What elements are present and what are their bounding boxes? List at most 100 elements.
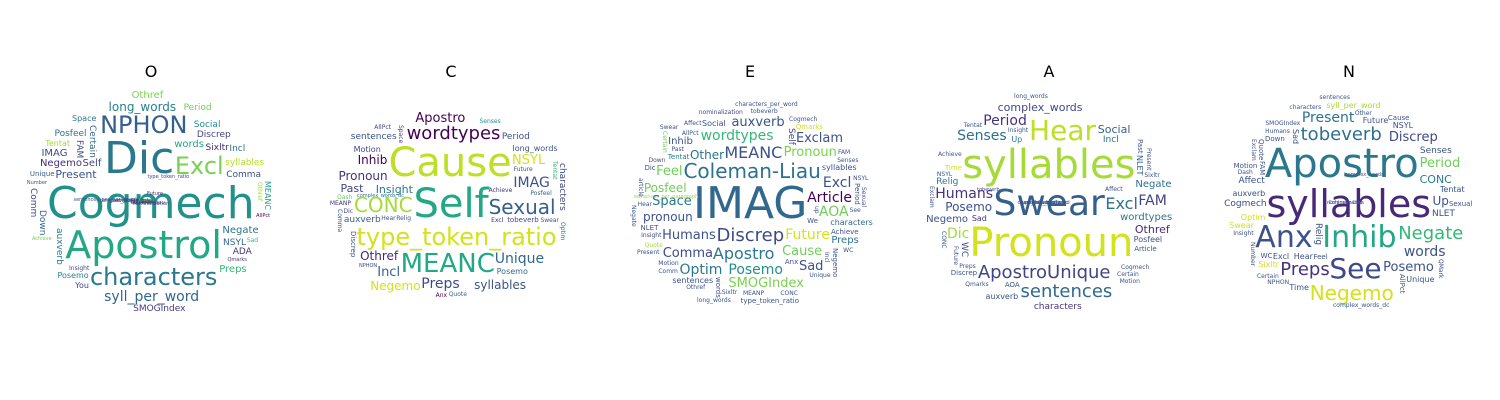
cloud-word: See [849, 206, 861, 214]
cloud-word: Motion [658, 260, 679, 268]
cloud-word: auxverb [54, 228, 65, 266]
cloud-word: Motion [353, 144, 381, 154]
cloud-word: Affect [138, 198, 153, 205]
cloud-word: Up [1011, 135, 1023, 145]
cloud-word: Excl [1105, 193, 1138, 213]
cloud-word: Senses [479, 117, 501, 125]
cloud-word: syll_per_word [104, 289, 200, 306]
cloud-word: Insight [1233, 229, 1254, 237]
cloud-word: Sad [1290, 128, 1300, 145]
cloud-word: NLET [1431, 208, 1455, 219]
cloud-word: CONC [780, 290, 798, 298]
cloud-word: complex_words_dc [1332, 301, 1390, 309]
cloud-word: Hear [637, 200, 652, 208]
cloud-word: syllables [225, 158, 265, 169]
cloud-word: Qmarks [795, 122, 823, 131]
cloud-word: Hear [381, 215, 396, 223]
cloud-word: long_words [512, 143, 558, 153]
cloud-word: Insight [1007, 127, 1029, 135]
cloud-word: WC [1260, 252, 1273, 261]
cloud-word: tobeverb [1300, 123, 1382, 145]
cloud-word: sentences_per_paragraph [633, 194, 699, 200]
cloud-word: Qmarks [965, 280, 989, 288]
cloud-word: Excl [822, 174, 852, 191]
cloud-word: Apostro [415, 110, 466, 126]
cloud-word: Hear [1293, 252, 1313, 262]
cloud-word: Incl [823, 252, 831, 263]
cloud-word: Comma [662, 245, 714, 261]
cloud-word: sentences [672, 276, 714, 286]
cloud-word: FAM [1257, 161, 1266, 176]
cloud-word: Swear [540, 217, 559, 225]
cloud-word: Optim [559, 221, 567, 240]
cloud-word: NPHON [100, 111, 188, 140]
cloud-word: Cogmech [789, 115, 818, 123]
cloud-word: SMOGIndex [1265, 119, 1301, 127]
cloud-word: IMAG [513, 175, 550, 192]
cloud-word: Sixltr [721, 289, 738, 297]
cloud-word: Inhib [357, 153, 388, 168]
cloud-word: Article [807, 190, 853, 207]
cloud-word: Sad [971, 213, 987, 223]
cloud-word: Pronoun [783, 144, 837, 160]
cloud-word: Unique [29, 169, 55, 178]
cloud-word: AllPct [1397, 274, 1406, 294]
cloud-word: Sexual [488, 195, 556, 220]
cloud-word: Preps [421, 276, 460, 293]
cloud-word: Senses [837, 156, 859, 164]
cloud-word: Negemo [370, 279, 421, 294]
cloud-word: type_token_ratio [740, 296, 800, 305]
cloud-word: tobeverb [130, 198, 154, 205]
cloud-word: MEANP [329, 200, 351, 208]
cloud-word: Excl [491, 217, 504, 225]
cloud-word: syll_per_word [1326, 101, 1381, 111]
cloud-word: complex_words_dc [99, 197, 147, 204]
cloud-word: Insight [69, 265, 90, 273]
cloud-word: Swear [138, 199, 154, 205]
cloud-word: Preps [1280, 259, 1330, 281]
cloud-word: Affect [1238, 175, 1265, 186]
cloud-word: Humans [662, 227, 716, 243]
cloud-word: Coleman-Liau [683, 159, 821, 184]
cloud-word: Dash [337, 193, 353, 201]
cloud-word: IMAG [693, 178, 808, 229]
cloud-word: Discrep [1388, 129, 1438, 145]
cloud-word: AllPct [681, 129, 699, 137]
cloud-word: characters [89, 263, 218, 292]
cloud-word: Achieve [488, 187, 513, 195]
cloud-word: Pronoun [130, 198, 152, 204]
cloud-word: Othref [1134, 223, 1170, 237]
cloud-word: Posfeel [54, 128, 87, 139]
cloud-word: Achieve [938, 151, 962, 159]
cloud-word: Future [952, 245, 960, 265]
cloud-word: Pronoun [969, 220, 1134, 267]
cloud-word: Insight [375, 183, 413, 196]
cloud-word: Coleman-Liau [130, 200, 165, 206]
cloud-word: Apostrol [65, 223, 222, 268]
cloud-word: Tentat [963, 122, 983, 130]
cloud-word: Senses [1419, 145, 1452, 156]
word-cloud: syllables Apostro Inhib Anx See tobeverb Negat… [1220, 84, 1478, 324]
panel-n: N syllables Apostro Inhib Anx See tobeverb Neg… [1220, 62, 1478, 324]
cloud-word: complex_words_dc [1021, 200, 1069, 206]
cloud-word: Sixltr [1258, 260, 1280, 270]
cloud-word: Social [1097, 123, 1131, 137]
cloud-word: Othref [256, 182, 264, 202]
cloud-word: Incl [377, 265, 401, 281]
cloud-word: Dic [644, 164, 656, 173]
cloud-word: CONC [940, 231, 948, 249]
cloud-word: Inhib [668, 136, 693, 148]
cloud-word: Period [1419, 156, 1461, 172]
cloud-word: SMOGIndex [133, 304, 186, 315]
cloud-word: Comma [336, 208, 344, 232]
cloud-word: WC [958, 242, 969, 258]
cloud-word: words [174, 139, 204, 151]
cloud-word: words [713, 277, 722, 298]
cloud-word: QMark [1436, 259, 1444, 279]
cloud-word: wordtypes [1120, 211, 1173, 223]
cloud-word: Space [72, 114, 97, 124]
cloud-word: sentences_per_paragraph [73, 197, 139, 203]
cloud-word: tobeverb [750, 108, 778, 116]
cloud-word: Negate [1135, 178, 1172, 190]
cloud-word: We [807, 217, 818, 226]
